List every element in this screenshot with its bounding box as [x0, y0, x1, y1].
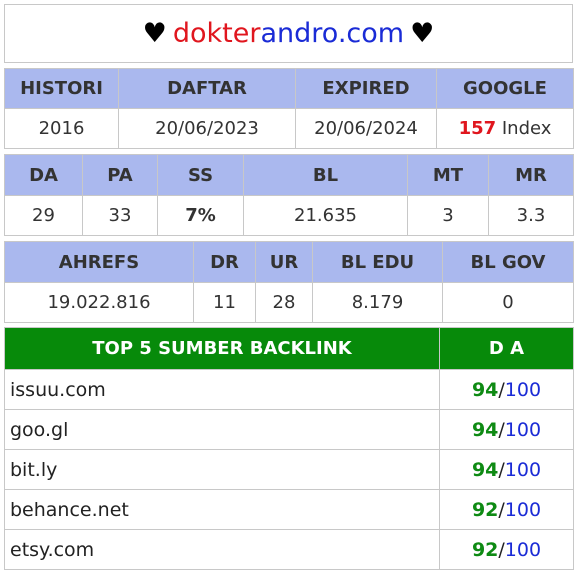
domain-name-part2: andro.com — [260, 18, 405, 49]
da-max: 100 — [504, 418, 542, 441]
table-row: issuu.com 94/100 — [4, 369, 574, 410]
header-google: GOOGLE — [436, 68, 574, 109]
header-bl: BL — [243, 154, 408, 196]
google-index-label: Index — [501, 118, 552, 139]
domain-name: dokterandro.com — [173, 18, 404, 49]
header-ahrefs: AHREFS — [4, 241, 194, 283]
value-ss: 7% — [157, 195, 244, 236]
backlink-da: 94/100 — [439, 369, 574, 410]
da-score: 94 — [471, 458, 499, 481]
value-mr: 3.3 — [488, 195, 574, 236]
header-ss: SS — [157, 154, 244, 196]
da-max: 100 — [504, 378, 542, 401]
da-score: 94 — [471, 418, 499, 441]
ahrefs-metrics-table: AHREFS DR UR BL EDU BL GOV 19.022.816 11… — [4, 241, 574, 323]
header-dr: DR — [193, 241, 256, 283]
value-mt: 3 — [407, 195, 489, 236]
header-ur: UR — [255, 241, 313, 283]
header-backlink-source: TOP 5 SUMBER BACKLINK — [4, 327, 440, 370]
backlink-da: 92/100 — [439, 489, 574, 530]
backlink-site: goo.gl — [4, 409, 440, 450]
header-histori: HISTORI — [4, 68, 119, 109]
google-index-count: 157 — [458, 118, 497, 139]
header-pa: PA — [82, 154, 158, 196]
header-mt: MT — [407, 154, 489, 196]
domain-title-box: ♥ dokterandro.com ♥ — [4, 4, 573, 63]
table-row: behance.net 92/100 — [4, 489, 574, 530]
header-daftar: DAFTAR — [118, 68, 296, 109]
value-ahrefs: 19.022.816 — [4, 282, 194, 323]
backlink-da: 94/100 — [439, 449, 574, 490]
value-ur: 28 — [255, 282, 313, 323]
table-row: bit.ly 94/100 — [4, 449, 574, 490]
table-row: etsy.com 92/100 — [4, 529, 574, 570]
header-bl-edu: BL EDU — [312, 241, 443, 283]
header-mr: MR — [488, 154, 574, 196]
value-bl-edu: 8.179 — [312, 282, 443, 323]
value-expired: 20/06/2024 — [295, 108, 437, 149]
value-histori: 2016 — [4, 108, 119, 149]
value-dr: 11 — [193, 282, 256, 323]
da-score: 92 — [471, 498, 499, 521]
backlink-da: 92/100 — [439, 529, 574, 570]
value-bl: 21.635 — [243, 195, 408, 236]
value-bl-gov: 0 — [442, 282, 574, 323]
backlink-site: behance.net — [4, 489, 440, 530]
value-daftar: 20/06/2023 — [118, 108, 296, 149]
backlink-site: issuu.com — [4, 369, 440, 410]
domain-history-table: HISTORI DAFTAR EXPIRED GOOGLE 2016 20/06… — [4, 68, 574, 149]
header-bl-gov: BL GOV — [442, 241, 574, 283]
table-row: goo.gl 94/100 — [4, 409, 574, 450]
da-max: 100 — [504, 498, 542, 521]
header-da: DA — [4, 154, 83, 196]
backlink-da: 94/100 — [439, 409, 574, 450]
highlighted-bl-edu: 8.179 — [348, 292, 408, 313]
seo-metrics-table: DA PA SS BL MT MR 29 33 7% 21.635 3 3.3 — [4, 154, 574, 236]
value-google: 157 Index — [436, 108, 574, 149]
value-da: 29 — [4, 195, 83, 236]
heart-icon-left: ♥ — [142, 18, 167, 49]
backlink-site: etsy.com — [4, 529, 440, 570]
da-score: 92 — [471, 538, 499, 561]
value-pa: 33 — [82, 195, 158, 236]
da-max: 100 — [504, 458, 542, 481]
header-backlink-da: D A — [439, 327, 574, 370]
domain-name-part1: dokter — [172, 18, 261, 49]
top-backlinks-table: TOP 5 SUMBER BACKLINK D A issuu.com 94/1… — [4, 327, 574, 570]
header-expired: EXPIRED — [295, 68, 437, 109]
da-score: 94 — [471, 378, 499, 401]
backlink-site: bit.ly — [4, 449, 440, 490]
da-max: 100 — [504, 538, 542, 561]
heart-icon-right: ♥ — [410, 18, 435, 49]
